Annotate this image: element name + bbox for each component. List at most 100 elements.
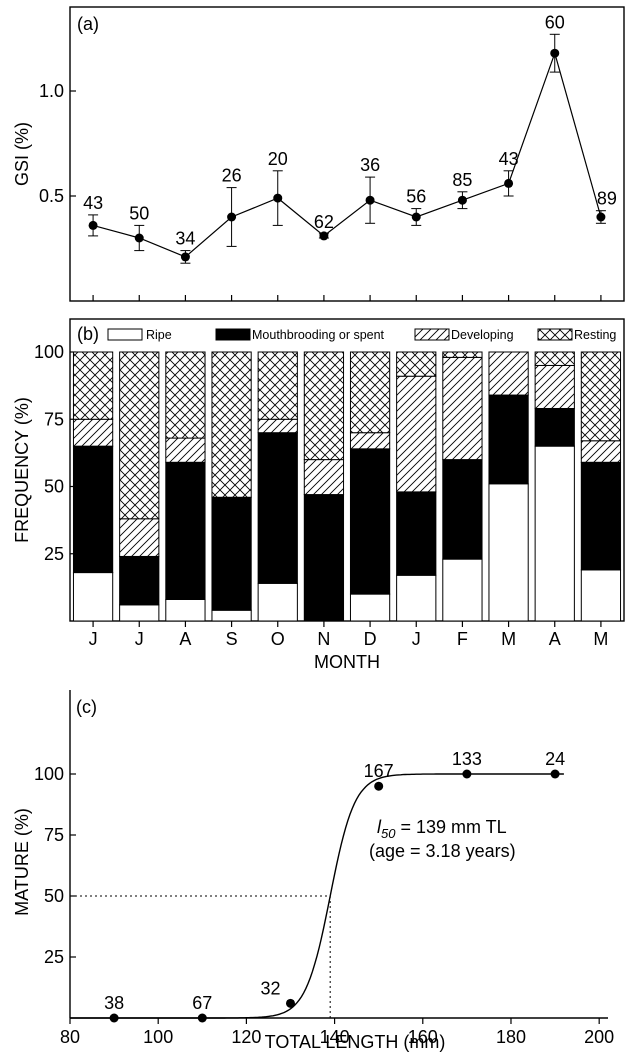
month-tick-label: N — [317, 629, 330, 649]
gsi-sample-size-label: 43 — [83, 193, 103, 213]
mature-point — [197, 1013, 207, 1023]
legend-swatch-ripe — [107, 328, 143, 341]
legend-label-mouthbrooding: Mouthbrooding or spent — [252, 328, 385, 342]
panel-c-ytick-label: 50 — [44, 886, 64, 906]
panel-c-ytick-label: 75 — [44, 825, 64, 845]
gsi-point — [88, 220, 98, 230]
bar-segment-ripe — [534, 445, 575, 622]
bar-segment-developing — [349, 432, 391, 450]
bar-segment-ripe — [396, 574, 437, 622]
mature-point — [462, 769, 472, 779]
panel-b-ytick-label: 75 — [44, 409, 64, 429]
gsi-point — [504, 178, 514, 188]
panel-b-ylabel: FREQUENCY (%) — [12, 397, 32, 543]
gsi-sample-size-label: 43 — [499, 149, 519, 169]
gsi-sample-size-label: 89 — [597, 189, 617, 209]
bar-segment-mouthbrooding — [72, 445, 114, 574]
bar-segment-mouthbrooding — [396, 491, 437, 576]
panel-b-ytick-label: 50 — [44, 477, 64, 497]
bar-segment-resting — [442, 351, 483, 358]
legend-label-developing: Developing — [451, 328, 514, 342]
bar-segment-mouthbrooding — [580, 461, 622, 571]
month-tick-label: A — [549, 629, 561, 649]
panel-c-xtick-label: 100 — [143, 1027, 173, 1047]
bar-segment-resting — [211, 351, 252, 498]
bar-segment-ripe — [580, 569, 622, 622]
month-tick-label: J — [89, 629, 98, 649]
mature-sample-size-label: 24 — [545, 749, 565, 769]
month-tick-label: F — [457, 629, 468, 649]
gsi-point — [180, 252, 190, 262]
panel-c-tag: (c) — [76, 697, 97, 717]
bar-segment-ripe — [119, 604, 160, 622]
bar-segment-mouthbrooding — [119, 555, 160, 606]
bar-segment-developing — [396, 375, 437, 493]
mature-point — [109, 1013, 119, 1023]
panel-a-frame — [69, 6, 625, 302]
month-tick-label: A — [179, 629, 191, 649]
panel-b-frequency: (b) Ripe Mouthbrooding or spent Developi… — [12, 318, 625, 672]
bar-segment-ripe — [442, 558, 483, 622]
mature-point — [285, 998, 295, 1008]
bar-segment-mouthbrooding — [303, 494, 345, 622]
bar-segment-ripe — [488, 483, 529, 622]
legend-swatch-developing — [414, 328, 450, 341]
panel-c-xtick-label: 180 — [496, 1027, 526, 1047]
gsi-sample-size-label: 26 — [222, 166, 242, 186]
gsi-point — [411, 212, 421, 222]
mature-sample-size-label: 167 — [364, 761, 394, 781]
bar-segment-resting — [257, 351, 298, 420]
l50-symbol: l — [377, 817, 382, 837]
gsi-point — [319, 231, 329, 241]
panel-b-xlabel: MONTH — [314, 652, 380, 672]
l50-subscript: 50 — [381, 826, 396, 841]
bar-segment-mouthbrooding — [534, 407, 575, 447]
bar-segment-developing — [442, 356, 483, 461]
bar-segment-developing — [72, 418, 114, 447]
panel-a-ytick-label: 0.5 — [39, 186, 64, 206]
bar-segment-resting — [534, 351, 575, 366]
panel-c-xtick-label: 80 — [60, 1027, 80, 1047]
month-tick-label: J — [135, 629, 144, 649]
gsi-sample-size-label: 56 — [406, 187, 426, 207]
bar-segment-ripe — [349, 593, 391, 622]
gsi-point — [273, 193, 283, 203]
bar-segment-ripe — [72, 572, 114, 622]
panel-c-ylabel: MATURE (%) — [12, 808, 32, 916]
gsi-point — [457, 195, 467, 205]
panel-a-ytick-label: 1.0 — [39, 81, 64, 101]
bar-segment-resting — [72, 351, 114, 420]
bar-segment-developing — [580, 440, 622, 463]
panel-c-xtick-label: 120 — [231, 1027, 261, 1047]
gsi-sample-size-label: 20 — [268, 149, 288, 169]
month-tick-label: M — [501, 629, 516, 649]
gsi-sample-size-label: 85 — [452, 170, 472, 190]
panel-a-ylabel: GSI (%) — [12, 122, 32, 186]
mature-sample-size-label: 32 — [260, 978, 280, 998]
legend-label-resting: Resting — [574, 328, 616, 342]
month-tick-label: J — [412, 629, 421, 649]
bar-segment-developing — [165, 437, 206, 463]
panel-b-ytick-label: 100 — [34, 342, 64, 362]
bar-segment-mouthbrooding — [165, 461, 206, 600]
legend-swatch-mouthbrooding — [215, 328, 251, 341]
bar-segment-developing — [303, 459, 345, 496]
bar-segment-developing — [119, 518, 160, 557]
gsi-point — [365, 195, 375, 205]
bar-segment-resting — [165, 351, 206, 439]
logistic-curve — [70, 773, 564, 1019]
gsi-line — [92, 51, 602, 258]
bar-segment-ripe — [257, 582, 298, 622]
mature-sample-size-label: 133 — [452, 749, 482, 769]
panel-c-xtick-label: 160 — [408, 1027, 438, 1047]
bar-segment-mouthbrooding — [349, 448, 391, 595]
bar-segment-resting — [580, 351, 622, 442]
mature-point — [550, 769, 560, 779]
panel-a-gsi: (a) GSI (%) 0.5 1.0 43 50 34 26 20 62 36 56 85 43 6… — [12, 6, 625, 302]
bar-segment-developing — [488, 351, 529, 396]
panel-a-tag: (a) — [77, 14, 99, 34]
month-tick-label: M — [593, 629, 608, 649]
month-tick-label: S — [226, 629, 238, 649]
gsi-sample-size-label: 62 — [314, 212, 334, 232]
bar-segment-resting — [303, 351, 345, 461]
